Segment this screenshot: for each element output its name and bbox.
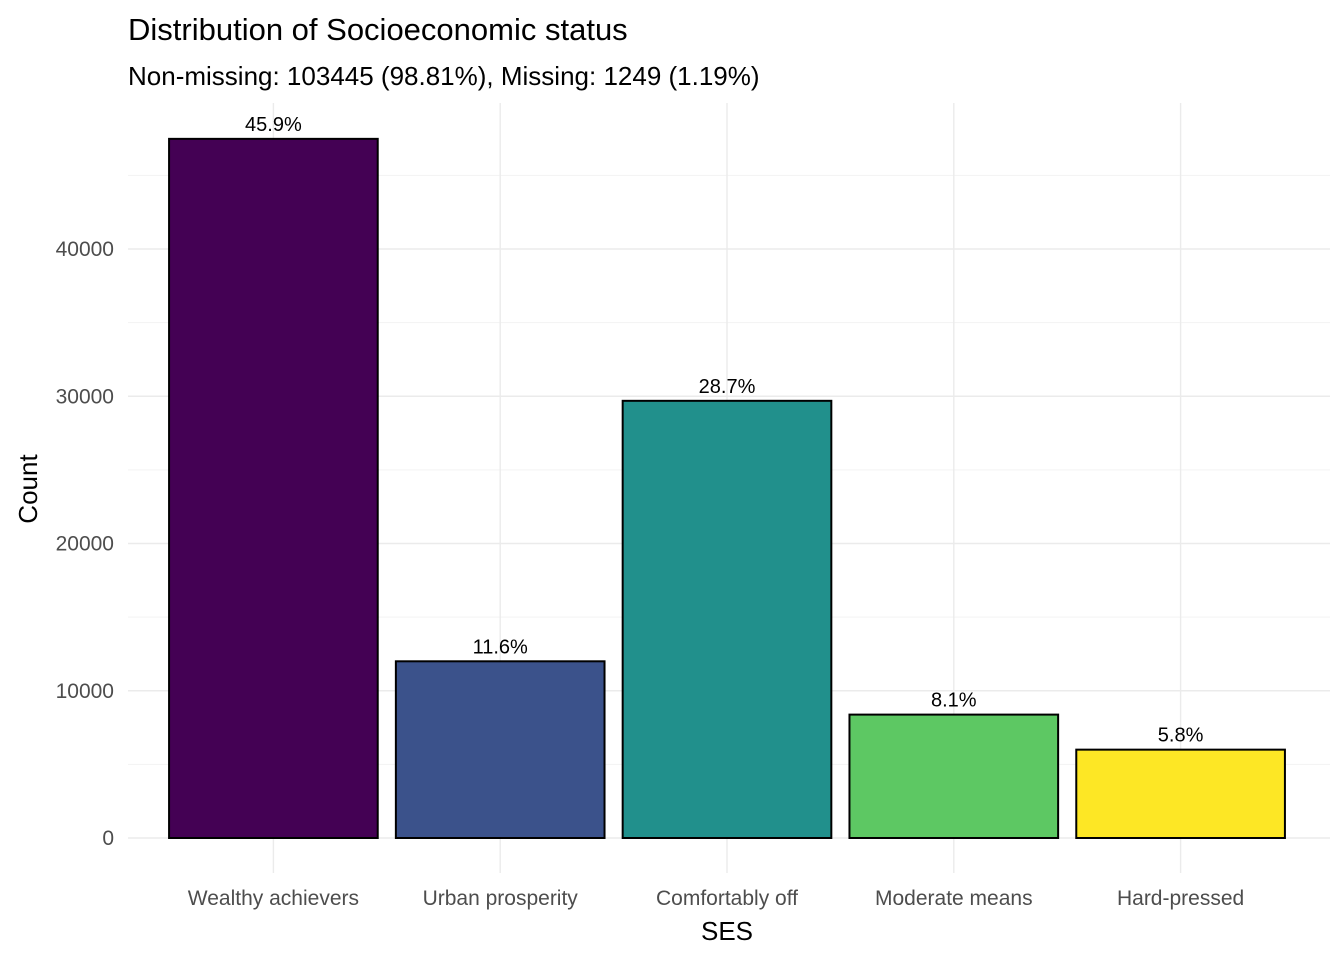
y-tick-label: 40000	[56, 238, 114, 261]
x-tick-label: Moderate means	[875, 887, 1033, 910]
y-axis-title: Count	[13, 454, 43, 524]
bar	[848, 713, 1060, 839]
y-axis-ticks: 0 10000 20000 30000 40000	[56, 238, 114, 850]
y-tick-label: 30000	[56, 385, 114, 408]
x-axis-title: SES	[701, 916, 753, 946]
bars	[168, 137, 1286, 840]
x-tick-label: Comfortably off	[656, 887, 798, 910]
data-label: 8.1%	[931, 690, 977, 712]
data-label: 28.7%	[699, 376, 756, 398]
y-tick-label: 10000	[56, 680, 114, 703]
x-tick-label: Wealthy achievers	[188, 887, 359, 910]
data-label: 45.9%	[245, 114, 302, 136]
data-labels: 45.9% 11.6% 28.7% 8.1% 5.8%	[245, 114, 1204, 747]
y-tick-label: 0	[102, 827, 114, 850]
data-label: 5.8%	[1158, 725, 1204, 747]
y-tick-label: 20000	[56, 533, 114, 556]
bar	[621, 399, 833, 839]
bar	[168, 137, 379, 839]
data-label: 11.6%	[473, 636, 528, 658]
x-axis-ticks: Wealthy achievers Urban prosperity Comfort…	[188, 887, 1244, 910]
chart-title: Distribution of Socioeconomic status	[128, 12, 628, 47]
bar	[1075, 748, 1286, 840]
x-tick-label: Urban prosperity	[423, 887, 579, 910]
x-tick-label: Hard-pressed	[1117, 887, 1244, 910]
chart-subtitle: Non-missing: 103445 (98.81%), Missing: 1…	[128, 61, 760, 91]
bar	[394, 660, 606, 839]
